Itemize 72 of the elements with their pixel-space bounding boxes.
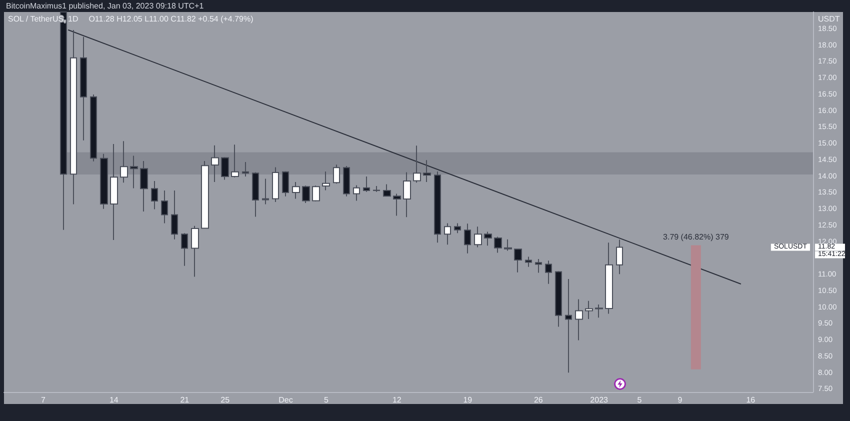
candlestick [423,160,431,183]
candlestick [565,278,572,374]
candlestick [403,172,411,218]
candlestick [605,242,613,314]
candlestick [484,231,492,246]
candlestick [272,166,279,202]
candlestick [322,171,330,191]
x-tick-label: 16 [746,396,756,404]
x-tick-label: 12 [392,396,402,404]
candlestick [616,239,623,275]
candlestick [514,248,522,273]
candlestick [161,190,168,224]
candlestick [262,178,269,205]
candlestick [130,155,138,189]
data-label: 3.79 (46.82%) 379 [663,232,730,242]
candlestick [191,225,199,278]
candlestick [575,298,583,341]
candlestick [595,304,603,318]
candlestick [140,160,148,212]
candlestick [201,160,209,230]
candlestick [444,222,451,246]
candlestick [383,184,391,197]
x-tick-label: 26 [534,396,544,404]
candlestick [282,170,289,197]
candlestick [181,232,188,266]
candlestick [221,156,229,180]
candlestick [555,270,562,328]
candlestick [413,145,421,184]
x-tick-label: 5 [324,396,329,404]
candlestick [353,184,360,202]
x-tick-label: Dec [278,396,293,404]
x-tick-label: 5 [637,396,642,404]
candlestick [110,144,118,240]
candlestick [151,180,158,210]
x-tick-label: 2023 [590,396,609,404]
candlestick [363,176,370,192]
candlestick [535,258,542,274]
candlestick [504,238,512,252]
candlestick [474,226,482,248]
candlestick [333,164,340,184]
candlestick [231,144,239,178]
candlestick [434,171,441,244]
candlestick [90,94,97,162]
candlestick [80,36,87,141]
text: BitcoinMaximus1 published, Jan 03, 2023 09:18 UTC+1 [6,2,204,10]
candlestick [393,193,401,216]
candlestick [464,223,471,254]
candlestick [585,300,593,320]
candlestick [494,236,502,254]
x-tick-label: 25 [220,396,230,404]
candlestick [70,30,77,205]
candlestick [292,182,300,200]
candlestick [525,256,532,268]
x-tick-label: 14 [109,396,119,404]
candlestick [302,185,310,204]
x-tick-label: 21 [180,396,190,404]
candlestick [120,140,128,184]
y-axis-title: USDT [818,14,840,24]
candlestick [454,222,461,234]
candlestick [100,153,108,210]
candlestick [242,162,249,177]
x-tick-label: 7 [40,396,46,404]
candlestick [545,260,552,284]
candlestick [171,190,178,240]
candlestick [373,185,380,192]
chart-subtitle: O11.28 H12.05 L11.00 C11.82 +0.54 (+4.79%) [88,14,254,24]
candlestick [312,185,320,202]
x-tick-label: 19 [463,396,473,404]
candlestick [211,144,219,183]
x-tick-label: 9 [678,396,683,404]
candlestick [252,172,259,218]
candlestick [343,165,350,197]
